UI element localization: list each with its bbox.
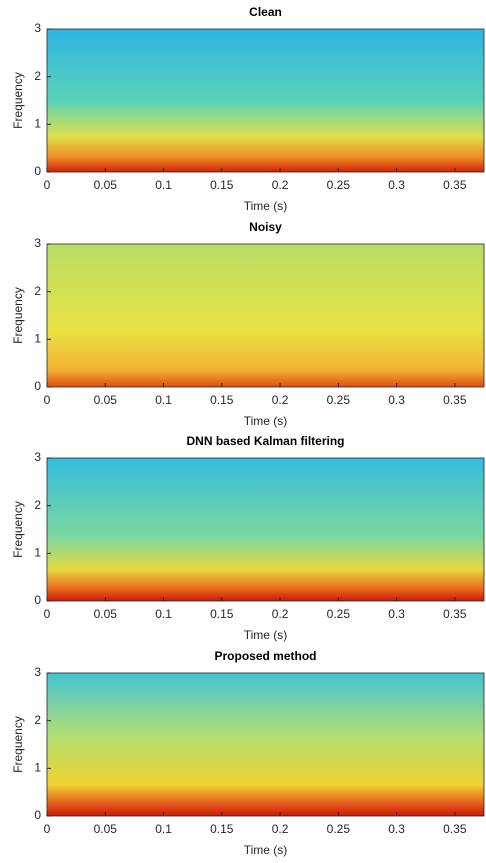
- y-tick-label: 3: [34, 450, 41, 464]
- y-tick-label: 0: [34, 164, 41, 178]
- chart-title: Proposed method: [214, 649, 316, 663]
- x-axis-label: Time (s): [244, 199, 288, 213]
- x-tick-label: 0.25: [327, 607, 351, 621]
- axes-box: [46, 28, 485, 173]
- y-tick-label: 0: [34, 379, 41, 393]
- x-tick-label: 0.05: [94, 178, 118, 192]
- y-tick-label: 2: [34, 498, 41, 512]
- x-tick-label: 0.25: [327, 822, 351, 836]
- x-tick-label: 0.15: [210, 607, 234, 621]
- x-tick-label: 0.3: [388, 178, 405, 192]
- x-tick-label: 0.2: [272, 607, 289, 621]
- x-tick-label: 0.35: [443, 178, 467, 192]
- x-tick-label: 0.15: [210, 178, 234, 192]
- y-axis-label: Frequency: [11, 716, 25, 773]
- x-tick-label: 0.05: [94, 393, 118, 407]
- y-tick-label: 1: [34, 117, 41, 131]
- x-tick-label: 0.3: [388, 607, 405, 621]
- y-tick-label: 2: [34, 284, 41, 298]
- y-tick-label: 0: [34, 593, 41, 607]
- axes-box: [46, 457, 485, 602]
- y-tick-label: 3: [34, 236, 41, 250]
- x-tick-label: 0.3: [388, 393, 405, 407]
- x-tick-label: 0: [44, 607, 51, 621]
- x-tick-label: 0.35: [443, 822, 467, 836]
- x-tick-label: 0.1: [155, 393, 172, 407]
- x-tick-label: 0.35: [443, 393, 467, 407]
- x-axis-label: Time (s): [244, 843, 288, 857]
- chart-title: Clean: [249, 5, 282, 19]
- x-tick-label: 0.2: [272, 822, 289, 836]
- x-tick-label: 0.2: [272, 393, 289, 407]
- spectrogram: [47, 29, 484, 172]
- x-tick-label: 0: [44, 393, 51, 407]
- x-axis-label: Time (s): [244, 628, 288, 642]
- y-tick-label: 1: [34, 332, 41, 346]
- x-tick-label: 0.15: [210, 822, 234, 836]
- x-tick-label: 0.3: [388, 822, 405, 836]
- x-tick-label: 0.05: [94, 607, 118, 621]
- y-tick-label: 3: [34, 665, 41, 679]
- x-tick-label: 0.25: [327, 178, 351, 192]
- y-axis-label: Frequency: [11, 287, 25, 344]
- y-tick-label: 2: [34, 713, 41, 727]
- x-tick-label: 0.25: [327, 393, 351, 407]
- y-tick-label: 1: [34, 546, 41, 560]
- x-tick-label: 0.05: [94, 822, 118, 836]
- y-axis-label: Frequency: [11, 72, 25, 129]
- axes-box: [46, 243, 485, 388]
- x-axis-label: Time (s): [244, 414, 288, 428]
- y-tick-label: 3: [34, 21, 41, 35]
- spectrogram: [47, 673, 484, 816]
- x-tick-label: 0.35: [443, 607, 467, 621]
- x-tick-label: 0.1: [155, 822, 172, 836]
- x-tick-label: 0: [44, 178, 51, 192]
- axes-box: [46, 672, 485, 817]
- x-tick-label: 0.1: [155, 607, 172, 621]
- y-axis-label: Frequency: [11, 501, 25, 558]
- x-tick-label: 0: [44, 822, 51, 836]
- spectrogram: [47, 458, 484, 601]
- x-tick-label: 0.1: [155, 178, 172, 192]
- y-tick-label: 1: [34, 761, 41, 775]
- y-tick-label: 2: [34, 69, 41, 83]
- x-tick-label: 0.2: [272, 178, 289, 192]
- y-tick-label: 0: [34, 808, 41, 822]
- chart-title: DNN based Kalman filtering: [186, 434, 344, 448]
- spectrogram: [47, 244, 484, 387]
- chart-title: Noisy: [249, 220, 282, 234]
- x-tick-label: 0.15: [210, 393, 234, 407]
